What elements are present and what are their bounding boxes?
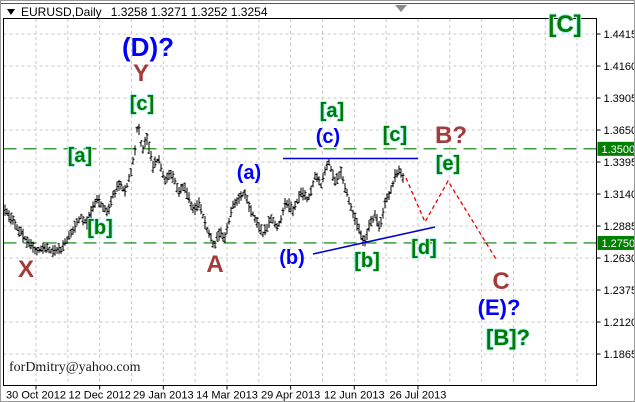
grid	[3, 19, 597, 386]
time-tick-label: 29 Jan 2013	[133, 390, 194, 402]
wave-label: [a]	[319, 100, 345, 122]
price-tick-label: 1.1865	[604, 349, 635, 361]
time-tick-label: 29 Apr 2013	[261, 390, 320, 402]
price-level-box-label: 1.2750	[602, 238, 635, 250]
wave-label: (b)	[279, 247, 305, 269]
watermark: forDmitry@yahoo.com	[9, 360, 141, 375]
price-tick-label: 1.2120	[604, 317, 635, 329]
wave-label: X	[17, 256, 35, 283]
price-tick-label: 1.4160	[604, 61, 635, 73]
wave-label: [C]	[548, 11, 582, 38]
time-axis: 30 Oct 2012 12 Dec 2012 29 Jan 2013 14 Mar …	[6, 385, 447, 402]
plot-border	[3, 18, 597, 386]
price-level-box	[597, 235, 634, 250]
symbol-dropdown-icon[interactable]	[7, 8, 15, 15]
chart-shift-marker-icon[interactable]	[395, 5, 407, 12]
wave-label: A	[206, 251, 224, 278]
red-projection-zigzag	[405, 177, 497, 260]
ohlc-bars-path[interactable]	[3, 123, 405, 257]
price-bars[interactable]	[3, 123, 405, 257]
time-tick-label: 12 Dec 2012	[68, 390, 130, 402]
time-tick-label: 30 Oct 2012	[6, 390, 66, 402]
wave-label: C	[492, 268, 510, 295]
price-tick-label: 1.3395	[604, 157, 635, 169]
wave-label: [a]	[67, 145, 93, 167]
price-level-box	[597, 141, 634, 156]
price-tick-label: 1.3140	[604, 189, 635, 201]
wave-label: B?	[435, 122, 467, 149]
wave-label: (D)?	[122, 32, 174, 62]
time-tick-label: 12 Jun 2013	[324, 390, 385, 402]
wave-label: [b]	[87, 217, 113, 239]
window-top-bevel	[1, 3, 634, 4]
blue-trendline	[312, 226, 436, 255]
symbol-name: EURUSD,Daily	[21, 4, 102, 19]
price-tick-label: 1.2630	[604, 253, 635, 265]
wave-label: [c]	[129, 93, 155, 115]
wave-label: Y	[132, 60, 150, 87]
trendlines	[283, 157, 436, 255]
wave-label: [B]?	[486, 325, 530, 350]
time-tick-label: 14 Mar 2013	[196, 390, 258, 402]
time-tick-label: 26 Jul 2013	[390, 390, 447, 402]
price-tick-label: 1.4415	[604, 29, 635, 41]
price-level-box-label: 1.3500	[602, 144, 635, 156]
wave-label: (c)	[315, 126, 341, 148]
price-tick-label: 1.2885	[604, 221, 635, 233]
projection-path	[405, 177, 497, 260]
wave-label: [e]	[435, 153, 461, 175]
price-tick-label: 1.3905	[604, 93, 635, 105]
price-tick-label: 1.2375	[604, 285, 635, 297]
wave-label: [c]	[382, 124, 408, 146]
price-axis: 1.4415 1.4160 1.3905 1.3650 1.3395 1.3140 1.28…	[596, 29, 635, 361]
wave-label: [b]	[354, 250, 380, 272]
wave-label: (E)?	[477, 295, 521, 320]
price-tick-label: 1.3650	[604, 125, 635, 137]
chart-titlebar: EURUSD,Daily 1.3258 1.3271 1.3252 1.3254	[7, 4, 268, 19]
wave-label: (a)	[236, 162, 262, 184]
wave-label: [d]	[411, 237, 437, 259]
ohlc-quotes: 1.3258 1.3271 1.3252 1.3254	[110, 4, 268, 19]
